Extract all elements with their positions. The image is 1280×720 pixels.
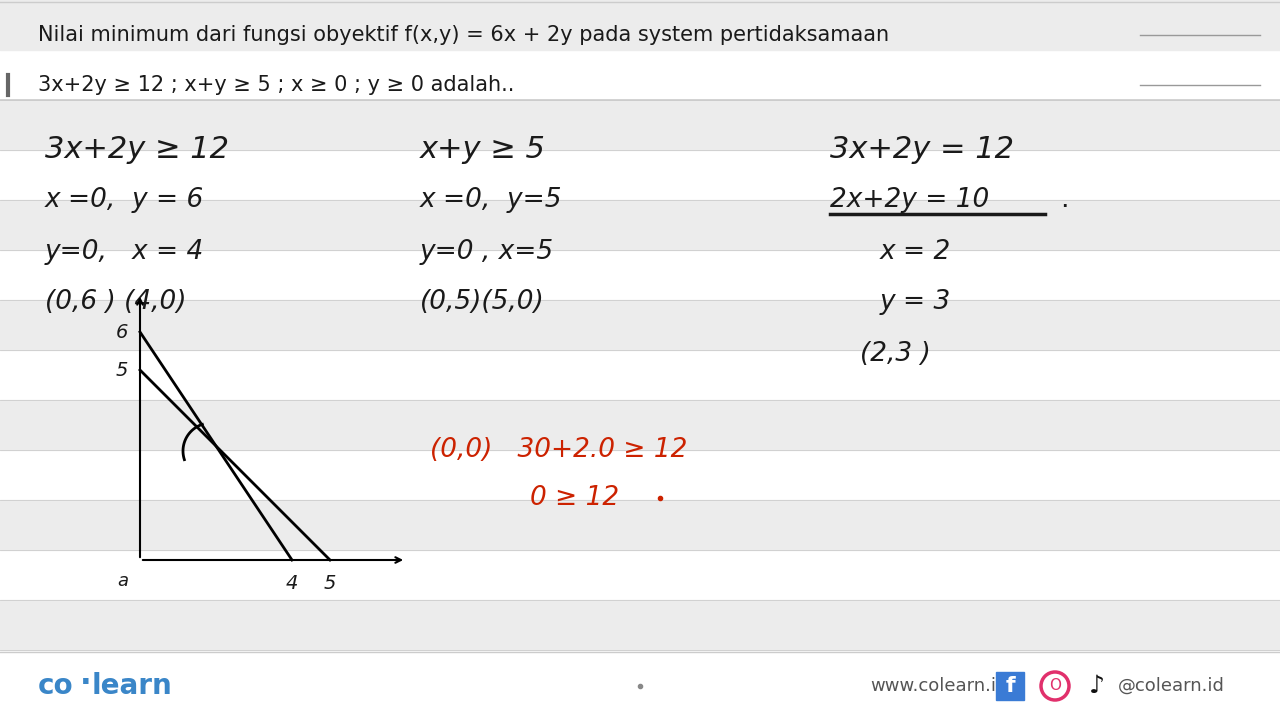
Text: y=0 , x=5: y=0 , x=5 bbox=[420, 239, 554, 265]
Text: .: . bbox=[1060, 187, 1069, 213]
Bar bbox=[0, 200, 1280, 250]
Bar bbox=[0, 400, 1280, 450]
Text: 5: 5 bbox=[324, 574, 337, 593]
Bar bbox=[0, 500, 1280, 550]
Bar bbox=[0, 500, 1280, 550]
Bar bbox=[0, 550, 1280, 600]
Text: 0 ≥ 12: 0 ≥ 12 bbox=[530, 485, 620, 511]
Bar bbox=[996, 672, 1024, 700]
Text: 2x+2y = 10: 2x+2y = 10 bbox=[829, 187, 989, 213]
Text: 3x+2y ≥ 12: 3x+2y ≥ 12 bbox=[45, 135, 229, 164]
Bar bbox=[0, 100, 1280, 150]
Text: y = 3: y = 3 bbox=[881, 289, 951, 315]
Text: @colearn.id: @colearn.id bbox=[1117, 677, 1225, 695]
Bar bbox=[0, 350, 1280, 400]
Text: 6: 6 bbox=[115, 323, 128, 341]
Bar bbox=[0, 450, 1280, 500]
Text: 5: 5 bbox=[115, 361, 128, 379]
Bar bbox=[0, 250, 1280, 300]
Text: O: O bbox=[1050, 678, 1061, 693]
Text: ♪: ♪ bbox=[1089, 674, 1105, 698]
Text: Nilai minimum dari fungsi obyektif f(x,y) = 6x + 2y pada system pertidaksamaan: Nilai minimum dari fungsi obyektif f(x,y… bbox=[38, 25, 890, 45]
Text: f: f bbox=[1005, 676, 1015, 696]
Text: x+y ≥ 5: x+y ≥ 5 bbox=[420, 135, 545, 164]
Text: (0,0)   30+2.0 ≥ 12: (0,0) 30+2.0 ≥ 12 bbox=[430, 437, 687, 463]
Text: (0,5)(5,0): (0,5)(5,0) bbox=[420, 289, 545, 315]
Bar bbox=[0, 300, 1280, 350]
Bar bbox=[0, 50, 1280, 100]
Text: www.colearn.id: www.colearn.id bbox=[870, 677, 1007, 695]
Text: (0,6 ) (4,0): (0,6 ) (4,0) bbox=[45, 289, 187, 315]
Text: x = 2: x = 2 bbox=[881, 239, 951, 265]
Text: 3x+2y ≥ 12 ; x+y ≥ 5 ; x ≥ 0 ; y ≥ 0 adalah..: 3x+2y ≥ 12 ; x+y ≥ 5 ; x ≥ 0 ; y ≥ 0 ada… bbox=[38, 75, 515, 95]
Bar bbox=[0, 700, 1280, 720]
Text: 4: 4 bbox=[285, 574, 298, 593]
Text: a: a bbox=[116, 572, 128, 590]
Bar bbox=[0, 600, 1280, 650]
Text: co: co bbox=[38, 672, 74, 700]
Text: (2,3 ): (2,3 ) bbox=[860, 341, 931, 367]
Text: 3x+2y = 12: 3x+2y = 12 bbox=[829, 135, 1014, 164]
Bar bbox=[0, 0, 1280, 50]
Text: y=0,   x = 4: y=0, x = 4 bbox=[45, 239, 205, 265]
Bar bbox=[0, 100, 1280, 150]
Bar bbox=[0, 300, 1280, 350]
Text: x =0,  y=5: x =0, y=5 bbox=[420, 187, 562, 213]
Bar bbox=[0, 0, 1280, 50]
Bar bbox=[0, 200, 1280, 250]
Bar bbox=[0, 650, 1280, 700]
Bar bbox=[0, 150, 1280, 200]
Bar bbox=[0, 600, 1280, 650]
Text: learn: learn bbox=[92, 672, 173, 700]
Text: x =0,  y = 6: x =0, y = 6 bbox=[45, 187, 205, 213]
Text: ·: · bbox=[79, 670, 92, 698]
Bar bbox=[0, 400, 1280, 450]
Bar bbox=[0, 652, 1280, 720]
